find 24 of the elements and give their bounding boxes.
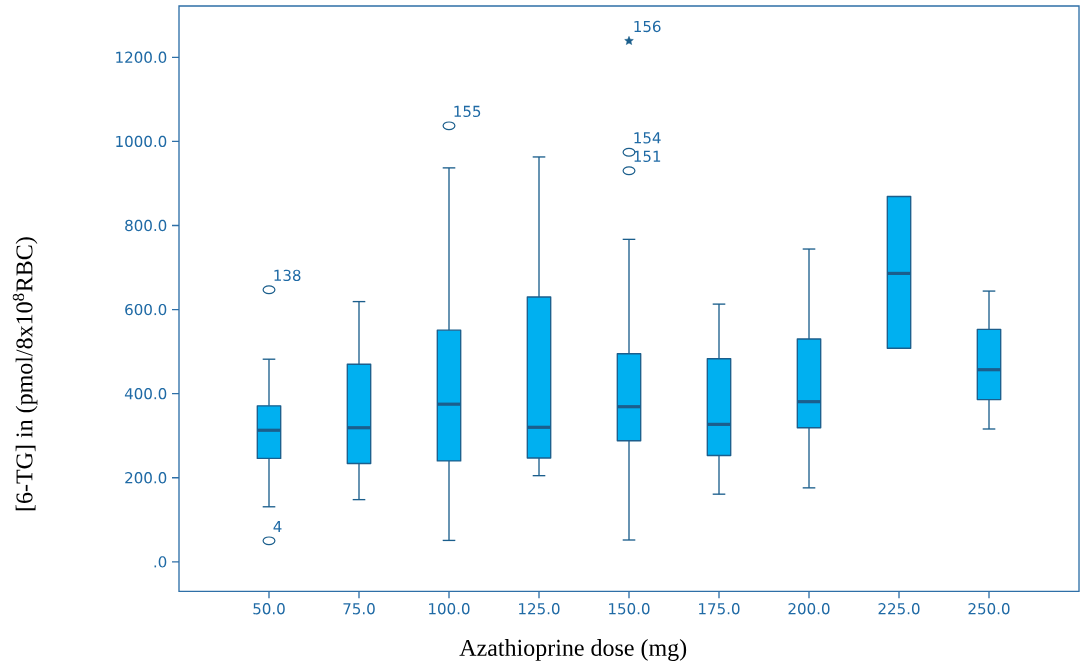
x-tick-label: 200.0: [788, 603, 830, 615]
annotation: 155: [454, 105, 481, 118]
annotation: 154: [634, 132, 661, 144]
y-tick-label: 200.0: [125, 472, 167, 484]
y-axis-title: [6-TG] in (pmol/8x10$^{8}$RBC): [12, 237, 38, 511]
x-axis-title: Azathioprine dose (mg): [459, 639, 687, 661]
y-tick-label: 800.0: [125, 219, 167, 232]
annotation: 4: [273, 521, 282, 533]
annotation: 151: [634, 150, 661, 163]
x-tick-label: 75.0: [343, 603, 375, 615]
annotation: 138: [274, 269, 301, 282]
x-tick-label: 50.0: [253, 603, 285, 615]
x-tick-label: 100.0: [429, 603, 470, 615]
x-tick-label: 175.0: [699, 603, 740, 615]
x-tick-label: 150.0: [609, 603, 650, 615]
y-tick-label: 400.0: [124, 387, 167, 400]
y-tick-label: 1200.0: [116, 51, 167, 63]
y-tick-label: 1000.0: [116, 135, 167, 148]
annotation: 156: [634, 20, 661, 33]
x-tick-label: 225.0: [878, 603, 920, 615]
x-tick-label: 250.0: [968, 603, 1010, 615]
x-tick-label: 125.0: [519, 603, 560, 615]
y-tick-label: 600.0: [125, 303, 167, 316]
y-tick-label: .0: [154, 556, 167, 568]
